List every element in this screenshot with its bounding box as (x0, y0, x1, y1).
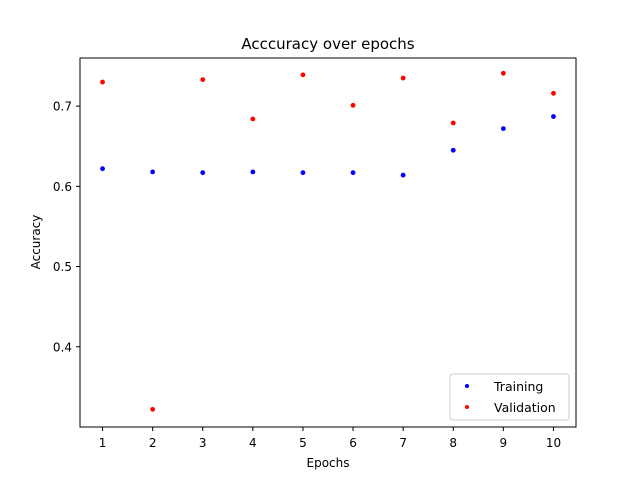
validation-point (350, 102, 356, 108)
training-point (200, 170, 206, 176)
x-tick-label: 1 (99, 436, 107, 450)
x-tick-label: 5 (299, 436, 307, 450)
legend-marker-training (465, 384, 469, 388)
x-tick-label: 9 (500, 436, 508, 450)
validation-point (100, 79, 105, 85)
legend-label-validation: Validation (494, 400, 556, 415)
validation-point (450, 120, 456, 126)
validation-point (551, 90, 556, 96)
y-tick-label: 0.4 (53, 340, 72, 354)
validation-point (500, 70, 506, 76)
x-tick-label: 3 (199, 436, 207, 450)
y-axis: 0.4 0.5 0.6 0.7 (53, 100, 80, 354)
training-point (551, 114, 556, 119)
x-tick-label: 8 (449, 436, 457, 450)
chart-title: Acccuracy over epochs (241, 35, 414, 53)
training-point (100, 166, 105, 172)
training-point (500, 126, 506, 131)
plot-area (79, 57, 577, 428)
y-tick-label: 0.7 (53, 100, 72, 114)
validation-point (250, 116, 256, 122)
legend-marker-validation (465, 405, 469, 409)
legend-label-training: Training (493, 379, 543, 394)
legend: Training Validation (449, 373, 570, 421)
x-tick-label: 4 (249, 436, 257, 450)
validation-point (150, 406, 156, 412)
validation-point (400, 75, 406, 81)
validation-point (300, 72, 306, 78)
y-tick-label: 0.5 (53, 260, 72, 274)
y-tick-label: 0.6 (53, 180, 72, 194)
x-axis: 1 2 3 4 5 6 7 8 9 10 (99, 427, 561, 450)
training-point (350, 170, 356, 176)
x-axis-label: Epochs (307, 456, 350, 470)
x-tick-label: 7 (399, 436, 407, 450)
training-point (400, 172, 406, 178)
series-training (100, 114, 556, 178)
training-point (250, 169, 256, 175)
series-validation (100, 70, 556, 412)
data-series (100, 70, 556, 412)
training-point (300, 170, 306, 176)
validation-point (200, 77, 206, 83)
y-axis-label: Accuracy (29, 215, 43, 270)
training-point (150, 169, 156, 175)
legend-box (449, 373, 570, 421)
x-tick-label: 10 (546, 436, 561, 450)
x-tick-label: 2 (149, 436, 157, 450)
axes-frame (79, 57, 577, 428)
training-point (450, 147, 456, 153)
x-tick-label: 6 (349, 436, 357, 450)
